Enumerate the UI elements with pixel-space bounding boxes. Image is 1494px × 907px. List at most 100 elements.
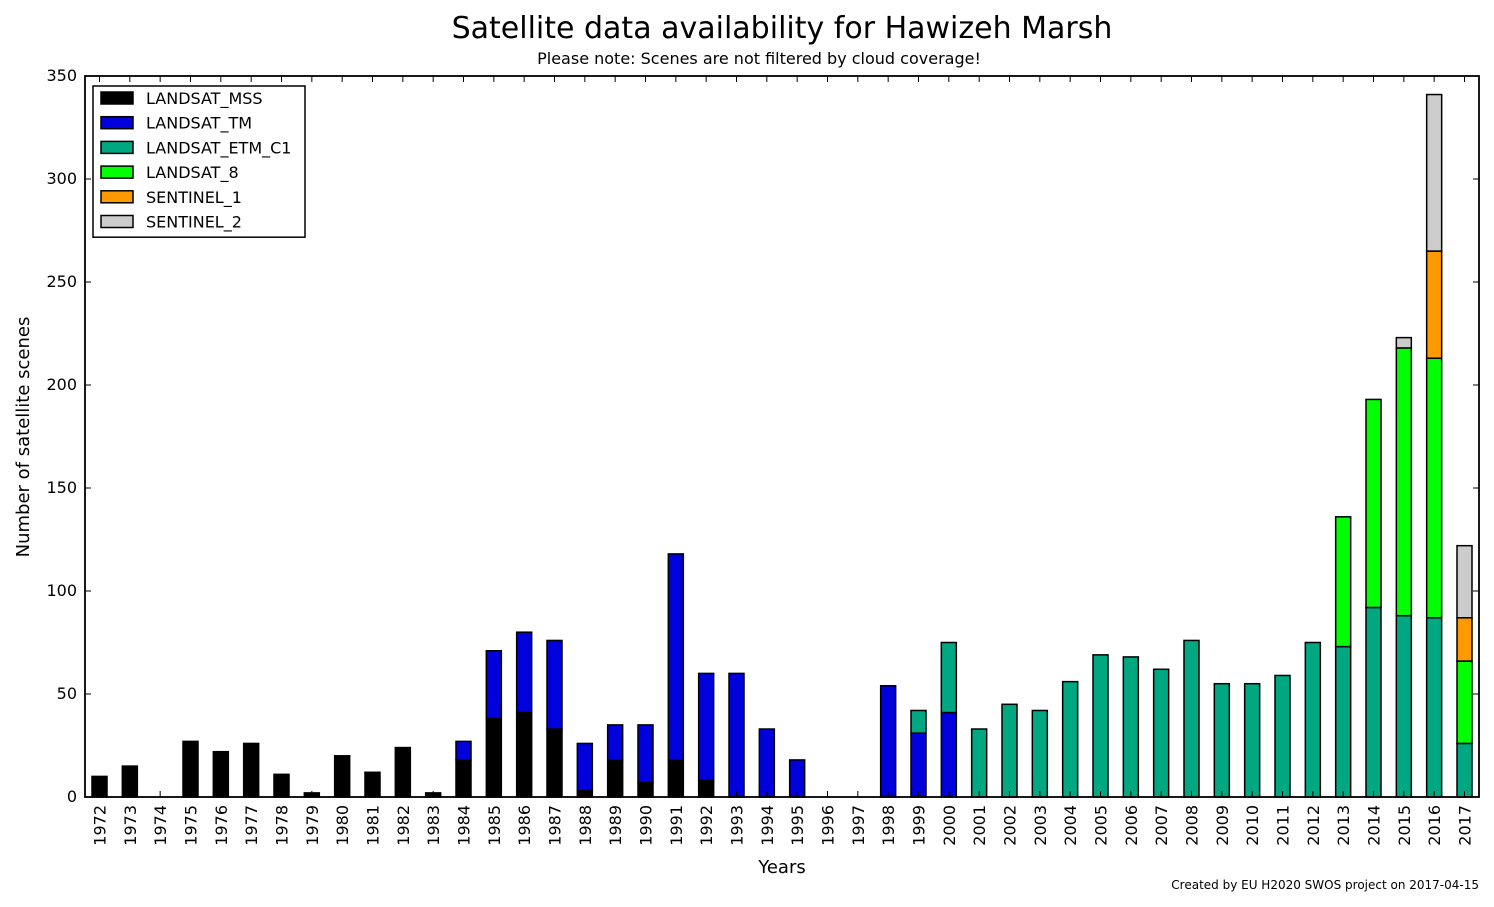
legend-label-landsat_mss: LANDSAT_MSS bbox=[146, 89, 263, 109]
x-tick-label: 2012 bbox=[1304, 805, 1323, 846]
x-tick-label: 1991 bbox=[667, 805, 686, 846]
x-tick-label: 1996 bbox=[819, 805, 838, 846]
bar-landsat_etm_c1-2011 bbox=[1275, 675, 1290, 797]
bar-landsat_8-2013 bbox=[1336, 517, 1351, 647]
x-tick-label: 1984 bbox=[455, 805, 474, 846]
y-axis-label: Number of satellite scenes bbox=[13, 317, 34, 558]
x-tick-label: 2011 bbox=[1274, 805, 1293, 846]
legend-swatch-landsat_etm_c1 bbox=[101, 141, 133, 153]
x-tick-label: 1974 bbox=[151, 805, 170, 846]
x-tick-label: 1972 bbox=[91, 805, 110, 846]
legend-label-sentinel_1: SENTINEL_1 bbox=[146, 188, 242, 208]
legend-swatch-sentinel_2 bbox=[101, 216, 133, 228]
bar-landsat_etm_c1-2002 bbox=[1002, 704, 1017, 797]
bar-landsat_etm_c1-2012 bbox=[1305, 643, 1320, 798]
bar-landsat_etm_c1-2015 bbox=[1396, 616, 1411, 797]
bar-landsat_tm-1988 bbox=[577, 743, 592, 790]
bar-landsat_tm-1991 bbox=[668, 554, 683, 760]
bar-landsat_etm_c1-1999 bbox=[911, 710, 926, 733]
bar-landsat_tm-1985 bbox=[486, 651, 501, 719]
bar-landsat_tm-1994 bbox=[759, 729, 774, 797]
legend-swatch-landsat_mss bbox=[101, 92, 133, 104]
bar-landsat_etm_c1-2003 bbox=[1032, 710, 1047, 797]
legend-swatch-sentinel_1 bbox=[101, 191, 133, 203]
bar-landsat_tm-1986 bbox=[517, 632, 532, 712]
bar-landsat_etm_c1-2016 bbox=[1427, 618, 1442, 797]
legend-swatch-landsat_tm bbox=[101, 117, 133, 129]
x-tick-label: 2008 bbox=[1183, 805, 1202, 846]
y-tick-label: 100 bbox=[46, 581, 77, 600]
x-tick-label: 2005 bbox=[1092, 805, 1111, 846]
y-tick-label: 350 bbox=[46, 66, 77, 85]
bar-landsat_tm-1984 bbox=[456, 741, 471, 760]
bar-landsat_etm_c1-2014 bbox=[1366, 607, 1381, 797]
legend-swatch-landsat_8 bbox=[101, 166, 133, 178]
y-tick-label: 150 bbox=[46, 478, 77, 497]
x-tick-label: 1981 bbox=[364, 805, 383, 846]
chart-subtitle: Please note: Scenes are not filtered by … bbox=[537, 49, 981, 68]
bar-landsat_etm_c1-2007 bbox=[1154, 669, 1169, 797]
x-tick-label: 1995 bbox=[788, 805, 807, 846]
bar-landsat_mss-1976 bbox=[213, 752, 228, 797]
y-tick-label: 300 bbox=[46, 169, 77, 188]
chart-title: Satellite data availability for Hawizeh … bbox=[452, 11, 1113, 46]
x-tick-label: 1978 bbox=[273, 805, 292, 846]
bar-landsat_tm-1992 bbox=[699, 673, 714, 780]
y-tick-label: 50 bbox=[57, 684, 77, 703]
x-tick-label: 1979 bbox=[303, 805, 322, 846]
bar-sentinel_2-2017 bbox=[1457, 546, 1472, 618]
bar-landsat_mss-1977 bbox=[244, 743, 259, 797]
bar-landsat_tm-2000 bbox=[941, 713, 956, 797]
bar-landsat_8-2014 bbox=[1366, 399, 1381, 607]
bar-sentinel_1-2016 bbox=[1427, 251, 1442, 358]
bar-landsat_etm_c1-2006 bbox=[1123, 657, 1138, 797]
bar-landsat_etm_c1-2010 bbox=[1245, 684, 1260, 797]
x-tick-label: 2004 bbox=[1061, 805, 1080, 846]
bar-landsat_tm-1999 bbox=[911, 733, 926, 797]
x-tick-label: 1986 bbox=[515, 805, 534, 846]
bar-landsat_etm_c1-2004 bbox=[1063, 682, 1078, 797]
x-tick-label: 2002 bbox=[1001, 805, 1020, 846]
y-tick-label: 200 bbox=[46, 375, 77, 394]
bar-landsat_mss-1982 bbox=[395, 748, 410, 797]
y-tick-label: 250 bbox=[46, 272, 77, 291]
bar-landsat_8-2017 bbox=[1457, 661, 1472, 743]
x-tick-label: 1977 bbox=[242, 805, 261, 846]
x-tick-label: 2003 bbox=[1031, 805, 1050, 846]
bar-landsat_tm-1989 bbox=[608, 725, 623, 760]
x-tick-label: 2001 bbox=[970, 805, 989, 846]
x-tick-label: 1975 bbox=[182, 805, 201, 846]
x-tick-label: 1973 bbox=[121, 805, 140, 846]
x-tick-label: 1990 bbox=[637, 805, 656, 846]
bar-sentinel_1-2017 bbox=[1457, 618, 1472, 661]
legend-label-sentinel_2: SENTINEL_2 bbox=[146, 213, 242, 233]
bar-landsat_tm-1987 bbox=[547, 640, 562, 729]
x-tick-label: 1999 bbox=[910, 805, 929, 846]
bar-landsat_8-2015 bbox=[1396, 348, 1411, 616]
bar-landsat_etm_c1-2008 bbox=[1184, 640, 1199, 797]
x-tick-label: 2016 bbox=[1425, 805, 1444, 846]
y-tick-label: 0 bbox=[67, 787, 77, 806]
bar-landsat_mss-1987 bbox=[547, 729, 562, 797]
bar-landsat_tm-1998 bbox=[881, 686, 896, 797]
bar-sentinel_2-2016 bbox=[1427, 95, 1442, 252]
legend-label-landsat_8: LANDSAT_8 bbox=[146, 163, 239, 183]
bar-landsat_etm_c1-2009 bbox=[1214, 684, 1229, 797]
bar-landsat_tm-1993 bbox=[729, 673, 744, 797]
x-tick-label: 1982 bbox=[394, 805, 413, 846]
bar-landsat_tm-1990 bbox=[638, 725, 653, 783]
legend-label-landsat_etm_c1: LANDSAT_ETM_C1 bbox=[146, 138, 291, 158]
x-tick-label: 2015 bbox=[1395, 805, 1414, 846]
bar-landsat_mss-1985 bbox=[486, 719, 501, 797]
x-tick-label: 1988 bbox=[576, 805, 595, 846]
x-tick-label: 1994 bbox=[758, 805, 777, 846]
x-tick-label: 1998 bbox=[879, 805, 898, 846]
x-tick-label: 2017 bbox=[1456, 805, 1475, 846]
bar-sentinel_2-2015 bbox=[1396, 338, 1411, 348]
legend: LANDSAT_MSS LANDSAT_TM LANDSAT_ETM_C1 LANDS… bbox=[93, 86, 305, 237]
x-tick-label: 1976 bbox=[212, 805, 231, 846]
x-tick-label: 1989 bbox=[606, 805, 625, 846]
x-tick-label: 1985 bbox=[485, 805, 504, 846]
bar-landsat_etm_c1-2000 bbox=[941, 643, 956, 713]
